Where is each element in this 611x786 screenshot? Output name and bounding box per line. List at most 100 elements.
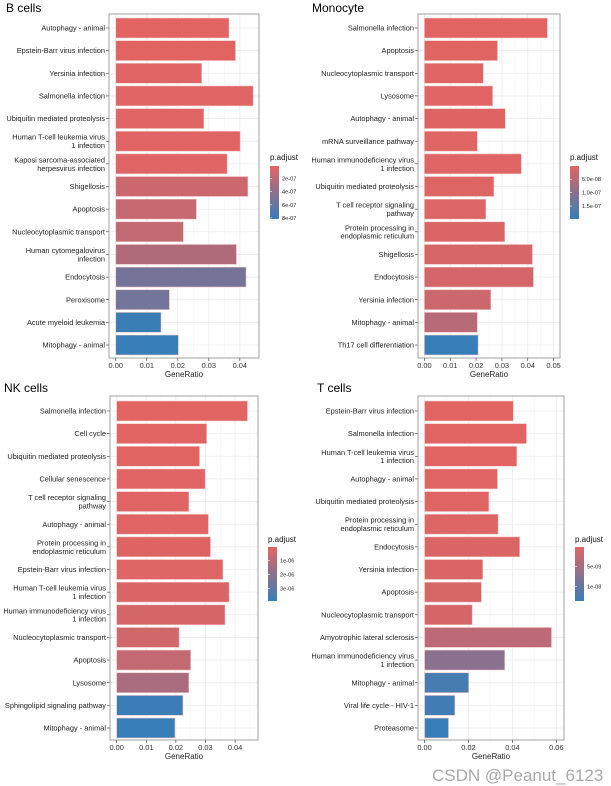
x-tick-label: 0.00 <box>417 743 431 752</box>
category-label: Human T-cell leukemia virus 1 infection <box>12 133 105 150</box>
category-label: Cellular senescence <box>39 475 106 484</box>
bar <box>115 130 241 152</box>
bar <box>115 85 254 107</box>
category-label-line: Yersinia infection <box>358 565 414 574</box>
legend-title: p.adjust <box>268 535 297 544</box>
bar <box>424 672 470 693</box>
x-tick-label: 0.01 <box>443 361 457 370</box>
category-label-line: Protein processing in <box>345 223 414 232</box>
bar <box>424 604 473 626</box>
category-label: Th17 cell differentiation <box>338 341 414 350</box>
category-label-line: Human T-cell leukemia virus <box>13 584 106 593</box>
category-label: Peroxisome <box>66 295 105 304</box>
x-tick-label: 0.01 <box>140 361 154 370</box>
category-label-line: 1 infection <box>380 164 414 173</box>
colorbar <box>575 547 584 601</box>
bar <box>115 221 184 243</box>
category-label-line: Autophagy - animal <box>41 24 105 33</box>
panel-monocyte: Monocyte Salmonella infection Apoptosis Nuc… <box>311 1 601 379</box>
x-tick-label: 0.00 <box>109 743 123 752</box>
category-label-line: Endocytosis <box>374 542 414 551</box>
plot-border <box>417 395 565 741</box>
category-label: Nucleocytoplasmic transport <box>12 227 105 236</box>
bar <box>424 423 527 444</box>
category-label: Mitophagy - animal <box>44 724 107 733</box>
bar <box>115 63 202 84</box>
x-axis-title: GeneRatio <box>165 370 204 379</box>
category-label: Autophagy - animal <box>350 475 414 484</box>
bar <box>115 40 236 61</box>
category-label-line: Nucleocytoplasmic transport <box>12 227 105 236</box>
category-label-line: Epstein-Barr virus infection <box>326 407 414 416</box>
x-tick-label: 0.04 <box>228 743 242 752</box>
category-label: Human immunodeficiency virus 1 infection <box>311 652 414 669</box>
category-label-line: Lysosome <box>73 678 106 687</box>
category-label: Epstein-Barr virus infection <box>18 565 106 574</box>
category-label-line: Yersinia infection <box>358 295 414 304</box>
category-label-line: Mitophagy - animal <box>44 724 107 733</box>
bar <box>116 581 230 603</box>
colorbar-tick-label: 5e-09 <box>587 565 601 571</box>
bar <box>115 17 230 39</box>
category-label-line: Shigellosis <box>379 250 415 259</box>
plot-border <box>108 13 260 359</box>
category-label-line: Nucleocytoplasmic transport <box>13 633 106 642</box>
bar <box>424 491 490 512</box>
bar <box>424 85 493 107</box>
color-legend: p.adjust 5.0e-08 1.0e-07 1.5e-07 <box>570 153 601 219</box>
category-label-line: Salmonella infection <box>40 407 106 416</box>
category-label-line: Mitophagy - animal <box>352 318 415 327</box>
category-label: Apoptosis <box>382 588 415 597</box>
color-legend: p.adjust 1e-06 2e-06 3e-06 <box>268 535 297 601</box>
category-label-line: 1 infection <box>72 592 106 601</box>
bar <box>115 334 179 356</box>
category-label-line: pathway <box>78 501 106 510</box>
bar <box>424 649 506 671</box>
panel-nk-cells: NK cells Salmonella infection Cell cycle Ub… <box>3 381 296 761</box>
category-label-line: Viral life cycle - HIV-1 <box>344 701 414 710</box>
panel-title: NK cells <box>4 381 48 395</box>
bar <box>116 513 209 535</box>
category-label: Yersinia infection <box>358 565 414 574</box>
category-label-line: Cell cycle <box>74 429 106 438</box>
category-label-line: T cell receptor signaling <box>28 493 106 502</box>
bar <box>115 108 205 129</box>
bar <box>424 513 499 535</box>
x-tick-label: 0.03 <box>198 743 212 752</box>
bar <box>424 63 484 84</box>
category-label: Endocytosis <box>374 542 414 551</box>
category-label: Nucleocytoplasmic transport <box>321 69 414 78</box>
colorbar <box>570 166 579 219</box>
category-label-line: Ubiquitin mediated proteolysis <box>315 497 414 506</box>
category-label-line: Th17 cell differentiation <box>338 341 414 350</box>
category-label-line: Apoptosis <box>73 205 106 214</box>
category-label-line: Ubiquitin mediated proteolysis <box>315 182 414 191</box>
x-axis-title: GeneRatio <box>470 370 509 379</box>
category-label-line: 1 infection <box>71 141 105 150</box>
category-label-line: Lysosome <box>381 92 414 101</box>
plot-border <box>109 395 259 741</box>
category-label: Sphingolipid signaling pathway <box>5 701 106 710</box>
bar <box>424 717 449 739</box>
category-label: Lysosome <box>381 92 414 101</box>
bar <box>424 312 478 333</box>
bar <box>424 176 495 197</box>
category-label: Salmonella infection <box>39 92 105 101</box>
category-label: Cell cycle <box>74 429 106 438</box>
category-label-line: Endocytosis <box>374 273 414 282</box>
x-axis-title: GeneRatio <box>472 752 511 761</box>
category-label-line: endoplasmic reticulum <box>32 547 106 556</box>
category-label: Amyotrophic lateral sclerosis <box>320 633 414 642</box>
bar <box>115 289 170 310</box>
bar <box>424 108 506 129</box>
category-label: Mitophagy - animal <box>43 341 106 350</box>
category-label: Endocytosis <box>374 273 414 282</box>
bar <box>424 198 487 220</box>
bar <box>115 244 237 265</box>
bar <box>424 244 533 265</box>
colorbar-tick-label: 3e-06 <box>280 587 294 593</box>
category-label: Mitophagy - animal <box>352 678 415 687</box>
category-label: Apoptosis <box>74 656 107 665</box>
category-label: Ubiquitin mediated proteolysis <box>315 497 414 506</box>
